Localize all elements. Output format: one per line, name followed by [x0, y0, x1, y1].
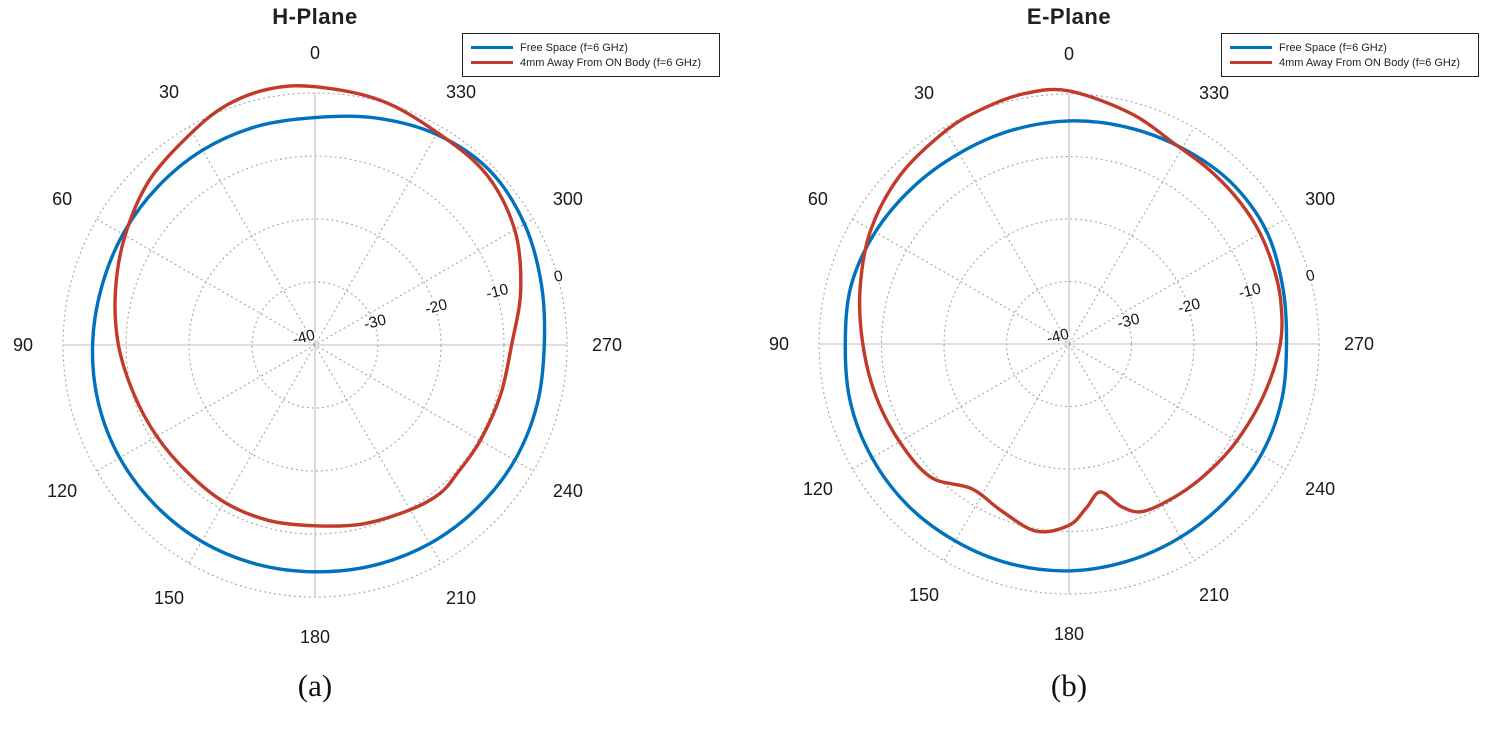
- angle-tick-label: 270: [1344, 334, 1374, 354]
- h-plane-polar-chart: 0306090120150180210240270300330-40-30-20…: [13, 43, 622, 647]
- angle-tick-label: 90: [769, 334, 789, 354]
- angle-tick-label: 150: [154, 588, 184, 608]
- legend-item-on-body: 4mm Away From ON Body (f=6 GHz): [467, 57, 715, 69]
- radial-tick-label: -30: [362, 311, 388, 333]
- angle-tick-label: 240: [1305, 479, 1335, 499]
- angle-tick-label: 60: [52, 189, 72, 209]
- angle-tick-label: 300: [553, 189, 583, 209]
- legend-label-on-body: 4mm Away From ON Body (f=6 GHz): [520, 56, 702, 69]
- e-plane-legend: Free Space (f=6 GHz) 4mm Away From ON Bo…: [1221, 33, 1479, 77]
- angle-tick-label: 0: [310, 43, 320, 63]
- angle-tick-label: 270: [592, 335, 622, 355]
- on-body-line-swatch: [471, 61, 513, 64]
- angle-tick-label: 30: [159, 82, 179, 102]
- series-curve-4mm-away-from-on-body-f-6-ghz-: [113, 84, 523, 528]
- radial-tick-label: -10: [484, 281, 510, 303]
- subfigure-a-caption: (a): [297, 668, 333, 703]
- angle-tick-label: 150: [909, 585, 939, 605]
- grid-spoke: [188, 126, 442, 564]
- legend-label-free-space: Free Space (f=6 GHz): [520, 41, 628, 54]
- series-curve-4mm-away-from-on-body-f-6-ghz-: [857, 87, 1284, 534]
- series-curve-free-space-f-6-ghz-: [843, 119, 1289, 573]
- subfigure-b-caption: (b): [1050, 668, 1088, 703]
- radial-tick-label: -20: [1176, 295, 1202, 317]
- angle-tick-label: 90: [13, 335, 33, 355]
- on-body-line-swatch: [1230, 61, 1272, 64]
- angle-tick-label: 180: [1054, 624, 1084, 644]
- e-plane-title: E-Plane: [1026, 4, 1112, 29]
- legend-label-free-space: Free Space (f=6 GHz): [1279, 41, 1387, 54]
- free-space-line-swatch: [1230, 46, 1272, 49]
- radial-tick-label: 0: [552, 267, 565, 286]
- grid-spoke: [943, 127, 1195, 561]
- h-plane-title: H-Plane: [272, 4, 358, 29]
- legend-label-on-body: 4mm Away From ON Body (f=6 GHz): [1279, 56, 1461, 69]
- series-curve-free-space-f-6-ghz-: [90, 114, 547, 574]
- angle-tick-label: 120: [47, 481, 77, 501]
- free-space-line-swatch: [471, 46, 513, 49]
- e-plane-polar-chart: 0306090120150180210240270300330-40-30-20…: [769, 44, 1374, 644]
- angle-tick-label: 210: [1199, 585, 1229, 605]
- radial-tick-label: 0: [1304, 267, 1317, 286]
- legend-item-free-space: Free Space (f=6 GHz): [1226, 42, 1474, 54]
- angle-tick-label: 300: [1305, 189, 1335, 209]
- angle-tick-label: 60: [808, 189, 828, 209]
- h-plane-legend: Free Space (f=6 GHz) 4mm Away From ON Bo…: [462, 33, 720, 77]
- legend-item-free-space: Free Space (f=6 GHz): [467, 42, 715, 54]
- radial-tick-label: -30: [1116, 310, 1142, 332]
- angle-tick-label: 240: [553, 481, 583, 501]
- radial-tick-label: -10: [1237, 280, 1263, 302]
- angle-tick-label: 330: [446, 82, 476, 102]
- angle-tick-label: 180: [300, 627, 330, 647]
- angle-tick-label: 120: [803, 479, 833, 499]
- angle-tick-label: 30: [914, 83, 934, 103]
- angle-tick-label: 210: [446, 588, 476, 608]
- legend-item-on-body: 4mm Away From ON Body (f=6 GHz): [1226, 57, 1474, 69]
- angle-tick-label: 330: [1199, 83, 1229, 103]
- radial-tick-label: -20: [423, 296, 449, 318]
- angle-tick-label: 0: [1064, 44, 1074, 64]
